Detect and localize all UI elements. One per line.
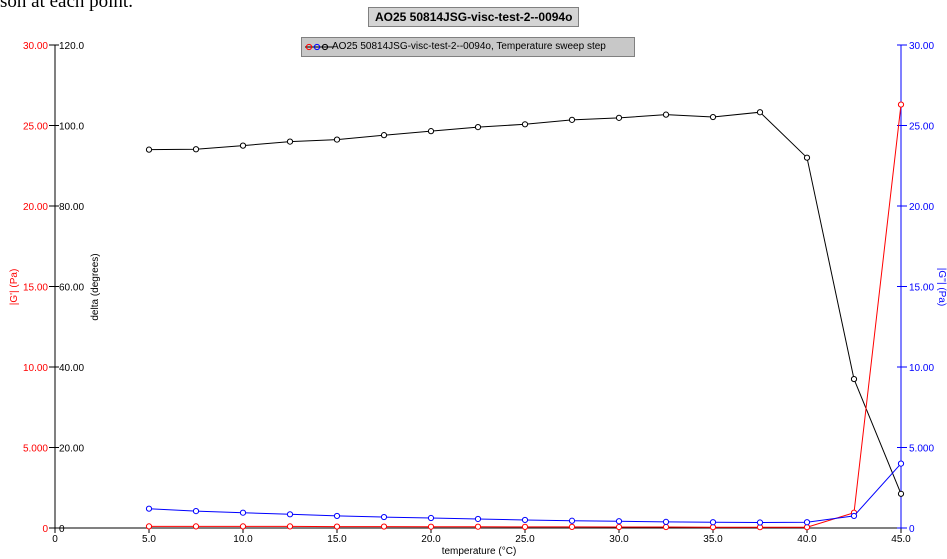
x-tick-label: 35.0 — [703, 534, 723, 545]
y-tick-label-delta: 40.00 — [59, 363, 84, 374]
chart-legend: AO25 50814JSG-visc-test-2--0094o, Temper… — [301, 37, 635, 57]
data-point-gprime — [192, 523, 200, 530]
y-tick-label-gprime: 10.00 — [23, 363, 48, 374]
x-tick-label: 45.0 — [891, 534, 911, 545]
data-point-gprime — [239, 523, 247, 530]
y-tick-label-gprime: 25.00 — [23, 122, 48, 133]
data-point-gdoubleprime — [756, 519, 764, 526]
y-tick-label-delta: 80.00 — [59, 202, 84, 213]
x-tick-label: 15.0 — [327, 534, 347, 545]
data-point-delta — [145, 146, 153, 153]
series-line-gprime — [149, 104, 902, 528]
y-tick-label-gdoubleprime: 30.00 — [909, 41, 934, 52]
y-tick-label-gdoubleprime: 5.000 — [909, 444, 934, 455]
y-tick-label-gdoubleprime: 15.00 — [909, 283, 934, 294]
legend-markers — [305, 43, 333, 51]
y-tick-label-gdoubleprime: 10.00 — [909, 363, 934, 374]
data-point-delta — [474, 124, 482, 131]
data-point-gdoubleprime — [145, 505, 153, 512]
y-tick-label-gprime: 20.00 — [23, 202, 48, 213]
data-point-gprime — [897, 101, 905, 108]
data-point-delta — [850, 375, 858, 383]
data-point-delta — [380, 132, 388, 139]
data-point-gdoubleprime — [662, 518, 670, 525]
y-tick-label-delta: 20.00 — [59, 444, 84, 455]
x-tick-label: 10.0 — [233, 534, 253, 545]
y-tick-label-gdoubleprime: 20.00 — [909, 202, 934, 213]
x-tick-label: 0 — [52, 534, 58, 545]
data-point-gprime — [568, 523, 576, 530]
data-point-gdoubleprime — [709, 519, 717, 526]
data-point-gprime — [615, 523, 623, 531]
data-point-delta — [662, 111, 670, 118]
data-point-gdoubleprime — [380, 513, 388, 521]
data-point-gprime — [380, 523, 388, 530]
data-point-gprime — [286, 523, 294, 530]
x-axis-label: temperature (°C) — [442, 546, 517, 557]
x-tick-label: 25.0 — [515, 534, 535, 545]
axes-layer: 0 5.0 10.0 15.0 20.0 25.0 30.0 35.0 40.0 45.00 05.… — [23, 41, 934, 545]
data-point-delta — [333, 136, 341, 143]
data-point-delta — [427, 128, 435, 135]
data-point-delta — [615, 114, 623, 121]
data-point-gdoubleprime — [333, 512, 341, 520]
y-tick-label-delta: 60.00 — [59, 283, 84, 294]
y-tick-label-gdoubleprime: 0 — [909, 524, 915, 535]
data-point-delta — [568, 116, 576, 123]
y-axis-label-gdoubleprime: |G''| (Pa) — [936, 268, 947, 306]
chart-title: AO25 50814JSG-visc-test-2--0094o — [368, 7, 580, 27]
data-point-gdoubleprime — [286, 511, 294, 518]
data-point-gdoubleprime — [803, 519, 811, 526]
y-tick-label-delta: 100.0 — [59, 122, 84, 133]
y-axis-label-delta: delta (degrees) — [90, 253, 101, 320]
y-tick-label-delta: 120.0 — [59, 41, 84, 52]
x-tick-label: 40.0 — [797, 534, 817, 545]
data-point-gdoubleprime — [615, 518, 623, 525]
data-point-gprime — [662, 523, 670, 531]
x-tick-label: 20.0 — [421, 534, 441, 545]
data-point-gdoubleprime — [192, 507, 200, 515]
data-point-gprime — [474, 523, 482, 530]
data-point-gdoubleprime — [474, 515, 482, 523]
series-line-delta — [148, 111, 902, 494]
data-point-delta — [286, 138, 294, 145]
legend-label: AO25 50814JSG-visc-test-2--0094o, Temper… — [332, 41, 606, 52]
data-point-gdoubleprime — [897, 460, 905, 467]
data-point-gprime — [803, 524, 811, 531]
y-tick-label-gprime: 15.00 — [23, 283, 48, 294]
data-point-delta — [803, 154, 811, 161]
data-point-gprime — [427, 523, 435, 530]
data-point-gprime — [709, 524, 717, 531]
data-point-gdoubleprime — [521, 516, 529, 524]
data-point-delta — [192, 146, 200, 153]
x-tick-label: 5.0 — [142, 534, 156, 545]
data-point-gdoubleprime — [568, 517, 576, 524]
data-point-delta — [756, 109, 764, 116]
series-line-gdoubleprime — [148, 463, 902, 524]
data-point-delta — [521, 121, 529, 128]
data-point-gdoubleprime — [427, 514, 435, 522]
data-point-gprime — [145, 523, 153, 530]
x-tick-label: 30.0 — [609, 534, 629, 545]
data-point-delta — [897, 490, 905, 497]
data-point-gdoubleprime — [239, 509, 247, 516]
page-caption: son at each point. — [0, 0, 133, 12]
y-tick-label-delta: 0 — [59, 524, 65, 535]
y-tick-label-gprime: 0 — [42, 524, 48, 535]
y-tick-label-gprime: 30.00 — [23, 41, 48, 52]
data-point-delta — [709, 113, 717, 121]
y-tick-label-gprime: 5.000 — [23, 444, 48, 455]
data-point-gdoubleprime — [850, 512, 858, 520]
data-point-gprime — [521, 523, 529, 530]
data-point-delta — [239, 142, 247, 149]
y-tick-label-gdoubleprime: 25.00 — [909, 122, 934, 133]
data-point-gprime — [333, 523, 341, 530]
y-axis-label-gprime: |G'| (Pa) — [9, 269, 20, 306]
series-layer — [145, 101, 905, 531]
